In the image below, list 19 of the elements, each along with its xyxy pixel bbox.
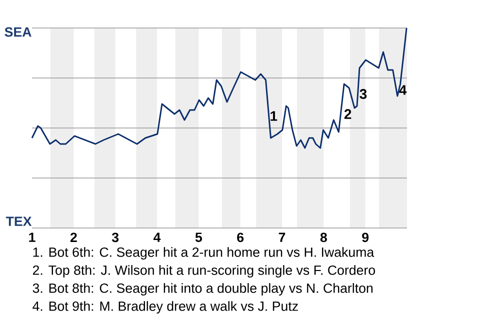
text: 3. Bot 8th: C. Seager hit into a double play vs N. Charlton (32, 283, 373, 296)
annotation: 3 (360, 89, 367, 99)
annotation: 4 (399, 85, 407, 95)
text: SEA (4, 27, 32, 37)
x-tick-label: 1 (29, 232, 36, 242)
annotation: 2 (344, 109, 352, 119)
x-tick-label: 3 (112, 232, 119, 242)
x-tick-label: 7 (278, 232, 286, 242)
text: TEX (6, 216, 32, 226)
x-tick-label: 4 (154, 232, 161, 242)
text: 4. Bot 9th: M. Bradley drew a walk vs J. Putz (32, 301, 298, 314)
x-tick-label: 8 (320, 232, 327, 242)
annotation: 1 (270, 111, 278, 121)
x-tick-label: 5 (195, 232, 202, 242)
x-tick-label: 6 (237, 232, 244, 242)
x-tick-label: 2 (70, 232, 77, 242)
x-tick-label: 9 (362, 232, 369, 242)
text: 2. Top 8th: J. Wilson hit a run-scoring single vs F. Cordero (32, 265, 376, 278)
text: 1. Bot 6th: C. Seager hit a 2-run home run vs H. Iwakuma (33, 247, 374, 260)
